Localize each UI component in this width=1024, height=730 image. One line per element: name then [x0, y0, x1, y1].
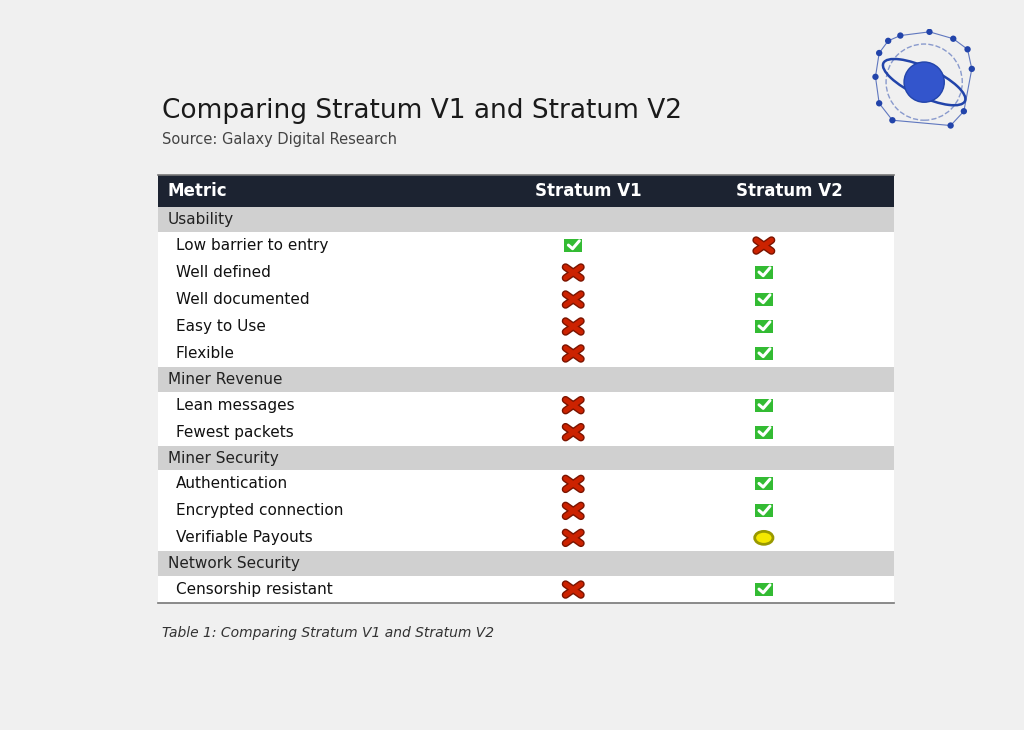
Text: Verifiable Payouts: Verifiable Payouts — [176, 530, 312, 545]
Text: Comparing Stratum V1 and Stratum V2: Comparing Stratum V1 and Stratum V2 — [162, 98, 682, 124]
Bar — [158, 313, 894, 340]
Bar — [158, 259, 894, 286]
Bar — [158, 470, 894, 497]
Bar — [158, 419, 894, 445]
Text: Metric: Metric — [168, 182, 227, 200]
Text: Well defined: Well defined — [176, 265, 270, 280]
Text: Usability: Usability — [168, 212, 233, 227]
FancyBboxPatch shape — [755, 504, 773, 518]
Bar — [158, 232, 894, 259]
Text: Well documented: Well documented — [176, 292, 309, 307]
Circle shape — [897, 32, 903, 39]
Circle shape — [969, 66, 975, 72]
Circle shape — [950, 36, 956, 42]
Circle shape — [927, 28, 933, 35]
FancyBboxPatch shape — [564, 239, 583, 252]
Text: Flexible: Flexible — [176, 346, 234, 361]
FancyBboxPatch shape — [755, 320, 773, 333]
Bar — [158, 286, 894, 313]
Text: Source: Galaxy Digital Research: Source: Galaxy Digital Research — [162, 131, 397, 147]
Text: Censorship resistant: Censorship resistant — [176, 582, 333, 597]
Bar — [158, 174, 894, 207]
Text: Authentication: Authentication — [176, 477, 288, 491]
Text: Lean messages: Lean messages — [176, 398, 294, 412]
FancyBboxPatch shape — [755, 266, 773, 279]
Text: Table 1: Comparing Stratum V1 and Stratum V2: Table 1: Comparing Stratum V1 and Stratu… — [162, 626, 495, 639]
Circle shape — [904, 62, 944, 102]
Bar — [158, 576, 894, 603]
Text: Miner Revenue: Miner Revenue — [168, 372, 283, 387]
Bar — [158, 392, 894, 419]
Bar — [158, 207, 894, 232]
FancyBboxPatch shape — [755, 583, 773, 596]
FancyBboxPatch shape — [755, 426, 773, 439]
Circle shape — [885, 38, 891, 44]
Text: Stratum V2: Stratum V2 — [735, 182, 843, 200]
Circle shape — [947, 123, 953, 128]
Text: Encrypted connection: Encrypted connection — [176, 504, 343, 518]
Text: Fewest packets: Fewest packets — [176, 425, 293, 439]
FancyBboxPatch shape — [755, 399, 773, 412]
Bar — [158, 497, 894, 524]
Bar — [158, 551, 894, 576]
Circle shape — [876, 100, 883, 107]
Text: Miner Security: Miner Security — [168, 450, 279, 466]
Text: Stratum V1: Stratum V1 — [536, 182, 642, 200]
Circle shape — [872, 74, 879, 80]
Bar — [158, 340, 894, 367]
Bar — [158, 524, 894, 551]
Circle shape — [876, 50, 883, 56]
FancyBboxPatch shape — [755, 477, 773, 491]
Text: Low barrier to entry: Low barrier to entry — [176, 238, 328, 253]
Text: Easy to Use: Easy to Use — [176, 319, 265, 334]
Circle shape — [889, 117, 896, 123]
Circle shape — [755, 531, 773, 545]
Bar — [158, 367, 894, 392]
FancyBboxPatch shape — [755, 293, 773, 306]
Text: Network Security: Network Security — [168, 556, 300, 571]
Circle shape — [961, 108, 967, 115]
Circle shape — [965, 46, 971, 53]
FancyBboxPatch shape — [755, 347, 773, 360]
Bar — [158, 445, 894, 470]
